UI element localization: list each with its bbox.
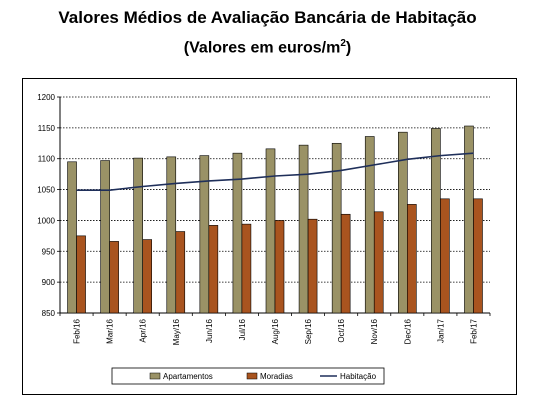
bar-moradias: [175, 231, 186, 314]
bar-moradias: [274, 220, 285, 314]
y-tick-label: 1150: [38, 124, 56, 133]
bar-moradias: [142, 239, 152, 314]
bar-apartamentos: [298, 144, 309, 314]
x-tick-label: Jan/17: [436, 318, 445, 343]
x-tick-label: Dec/16: [403, 318, 412, 344]
bar-apartamentos: [133, 157, 143, 314]
bar-moradias: [241, 223, 252, 314]
x-tick-label: May/16: [172, 318, 181, 345]
legend-swatch-apartamentos: [149, 372, 161, 380]
line-habitacao: [76, 152, 474, 191]
bar-apartamentos: [199, 155, 210, 314]
x-tick-label: Apr/16: [139, 318, 148, 342]
x-tick-label: Oct/16: [337, 318, 346, 342]
chart-subtitle: (Valores em euros/m2): [0, 38, 535, 57]
y-tick-label: 900: [42, 278, 56, 287]
bar-apartamentos: [265, 148, 276, 314]
bar-moradias: [307, 218, 318, 314]
x-tick-label: Feb/16: [73, 318, 82, 343]
x-tick-label: Sep/16: [304, 318, 313, 344]
bar-apartamentos: [232, 152, 243, 314]
x-tick-label: Aug/16: [271, 318, 280, 344]
bar-apartamentos: [100, 160, 110, 314]
bar-moradias: [473, 198, 483, 314]
chart-frame: [22, 78, 517, 395]
bar-moradias: [208, 225, 219, 314]
bar-moradias: [340, 213, 351, 314]
bar-moradias: [373, 211, 384, 314]
x-tick-label: Jun/16: [205, 318, 214, 343]
legend-swatch-moradias: [246, 372, 258, 380]
y-tick-label: 1200: [37, 93, 55, 102]
subtitle-end: ): [345, 39, 352, 57]
legend-label-habitacao: Habitação: [340, 372, 377, 381]
y-tick-label: 1100: [38, 155, 56, 164]
bar-apartamentos: [364, 136, 375, 314]
y-tick-label: 850: [42, 309, 56, 318]
bar-moradias: [109, 241, 119, 314]
legend-label-moradias: Moradias: [260, 372, 293, 381]
legend-label-apartamentos: Apartamentos: [163, 372, 213, 381]
y-tick-label: 950: [42, 247, 56, 256]
bar-moradias: [407, 204, 417, 314]
bar-apartamentos: [67, 161, 77, 314]
x-tick-label: Nov/16: [370, 318, 379, 344]
subtitle-text: (Valores em euros/m: [183, 39, 341, 57]
subtitle-superscript: 2: [340, 38, 346, 49]
bar-apartamentos: [331, 142, 342, 314]
y-tick-label: 1000: [37, 216, 55, 225]
bar-moradias: [76, 235, 86, 314]
y-tick-label: 1050: [37, 186, 55, 195]
x-tick-label: Jul/16: [238, 318, 247, 340]
chart-title: Valores Médios de Avaliação Bancária de …: [58, 8, 477, 27]
bar-apartamentos: [166, 156, 177, 314]
bar-moradias: [440, 198, 450, 314]
x-tick-label: Mar/16: [106, 318, 115, 343]
x-tick-label: Feb/17: [469, 318, 478, 343]
